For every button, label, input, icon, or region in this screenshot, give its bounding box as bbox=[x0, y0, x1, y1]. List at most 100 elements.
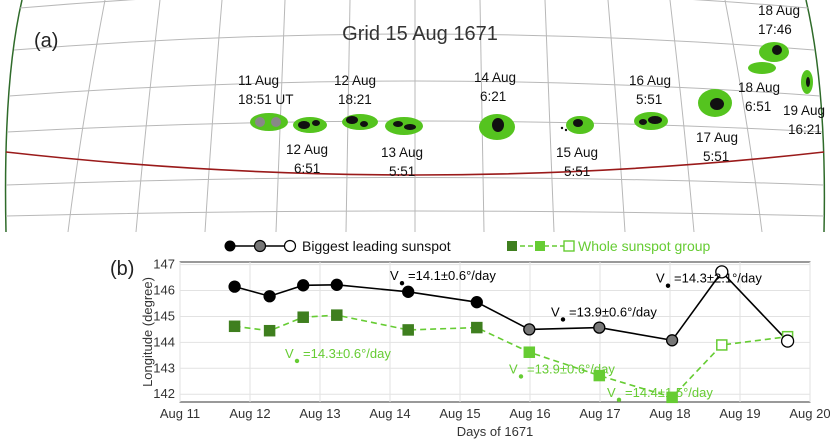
label-time: 5:51 bbox=[636, 92, 662, 107]
data-point-group bbox=[263, 324, 276, 337]
y-axis-label: Longitude (degree) bbox=[140, 277, 155, 387]
label-date: 19 Aug bbox=[783, 103, 825, 118]
data-point-group bbox=[402, 324, 414, 336]
y-tick-label: 147 bbox=[153, 257, 175, 272]
tick-layer: Aug 11 Aug 12 Aug 13 Aug 14 Aug 15 Aug 16 Aug … bbox=[153, 257, 830, 421]
panel-a-title: Grid 15 Aug 1671 bbox=[342, 23, 498, 45]
velocity-value: =13.9±0.6°/day bbox=[527, 361, 615, 376]
label-date: 16 Aug bbox=[629, 73, 671, 88]
sunspot-drawing-18aug-a bbox=[759, 42, 789, 62]
velocity-marker bbox=[294, 358, 300, 364]
label-date: 18 Aug bbox=[738, 80, 780, 95]
label-time: 6:51 bbox=[745, 99, 771, 114]
velocity-marker bbox=[665, 283, 671, 288]
sunspot-drawing-12aug-b bbox=[342, 114, 378, 130]
panel-a-label: (a) bbox=[34, 30, 58, 52]
velocity-marker bbox=[616, 397, 622, 403]
velocity-annotation: V =13.9±0.6°/day bbox=[509, 361, 615, 379]
legend-marker bbox=[563, 240, 575, 252]
label-time: 5:51 bbox=[564, 164, 590, 179]
sunspot-drawing-13aug bbox=[385, 117, 423, 135]
data-point-leading bbox=[780, 334, 795, 348]
legend-marker bbox=[507, 241, 517, 251]
label-date: 18 Aug bbox=[758, 3, 800, 18]
legend-leading-label: Biggest leading sunspot bbox=[302, 238, 451, 254]
data-point-group bbox=[593, 369, 606, 382]
velocity-symbol: V bbox=[656, 271, 665, 286]
x-tick-label: Aug 14 bbox=[369, 406, 410, 421]
velocity-marker bbox=[399, 280, 405, 286]
x-tick-label: Aug 16 bbox=[509, 406, 550, 421]
x-tick-label: Aug 20 bbox=[789, 406, 830, 421]
chart-legend: Biggest leading sunspot Whole sunspot gr… bbox=[224, 238, 711, 254]
panel-b-label: (b) bbox=[110, 258, 134, 280]
label-time: 18:51 UT bbox=[238, 92, 294, 107]
velocity-annotation: V =14.4±1.5°/day bbox=[607, 385, 713, 403]
legend-marker bbox=[253, 239, 267, 253]
data-point-group bbox=[471, 321, 483, 334]
data-point-leading bbox=[297, 279, 310, 292]
data-point-group bbox=[716, 339, 728, 351]
sunspot-drawing-11aug bbox=[250, 113, 288, 131]
solar-drawing-panel: (a) Grid 15 Aug 1671 bbox=[4, 0, 826, 232]
velocity-symbol: V bbox=[607, 385, 616, 400]
legend-group-label: Whole sunspot group bbox=[578, 238, 711, 254]
label-date: 13 Aug bbox=[381, 145, 423, 160]
label-date: 14 Aug bbox=[474, 70, 516, 85]
annotation-layer: V =14.1±0.6°/day V =14.3±2.1°/day V =13.9±0.6… bbox=[285, 268, 762, 403]
velocity-annotation: V =14.3±0.6°/day bbox=[285, 346, 391, 364]
x-tick-label: Aug 12 bbox=[229, 406, 270, 421]
label-date: 15 Aug bbox=[556, 145, 598, 160]
data-point-group bbox=[523, 346, 536, 358]
velocity-symbol: V bbox=[285, 346, 294, 361]
velocity-value: =13.9±0.6°/day bbox=[569, 304, 657, 319]
legend-marker bbox=[535, 241, 545, 251]
label-time: 18:21 bbox=[338, 92, 372, 107]
data-point-group bbox=[228, 320, 241, 333]
data-point-group bbox=[297, 311, 309, 323]
data-point-group bbox=[666, 391, 678, 404]
velocity-value: =14.3±2.1°/day bbox=[674, 271, 762, 286]
x-tick-label: Aug 19 bbox=[719, 406, 760, 421]
label-time: 5:51 bbox=[703, 149, 729, 164]
solar-limb-right bbox=[805, 0, 826, 232]
x-tick-label: Aug 11 bbox=[160, 406, 200, 421]
data-point-leading bbox=[228, 280, 241, 293]
x-tick-label: Aug 13 bbox=[299, 406, 340, 421]
label-date: 17 Aug bbox=[696, 130, 738, 145]
label-date: 12 Aug bbox=[286, 142, 328, 157]
velocity-symbol: V bbox=[551, 304, 560, 319]
x-tick-label: Aug 15 bbox=[439, 406, 480, 421]
label-date: 11 Aug bbox=[238, 73, 279, 88]
label-time: 6:21 bbox=[480, 89, 506, 104]
data-point-leading bbox=[470, 296, 483, 309]
data-point-leading bbox=[715, 265, 729, 279]
legend-marker bbox=[283, 239, 297, 253]
y-tick-label: 144 bbox=[153, 334, 175, 349]
label-time: 6:51 bbox=[294, 161, 320, 176]
legend-marker bbox=[224, 240, 236, 252]
label-time: 16:21 bbox=[788, 122, 822, 137]
velocity-annotation: V =14.3±2.1°/day bbox=[656, 271, 762, 288]
x-tick-label: Aug 18 bbox=[649, 406, 690, 421]
solar-limb bbox=[4, 0, 23, 232]
sunspot-drawing-17aug bbox=[698, 89, 732, 117]
sunspot-drawing-16aug bbox=[634, 112, 668, 130]
longitude-grid bbox=[67, 0, 763, 232]
sunspot-drawing-19aug bbox=[801, 70, 813, 94]
velocity-annotation: V =14.1±0.6°/day bbox=[390, 268, 496, 286]
y-tick-label: 143 bbox=[153, 360, 175, 375]
y-tick-label: 145 bbox=[153, 308, 175, 323]
data-point-leading bbox=[523, 323, 536, 336]
x-tick-label: Aug 17 bbox=[579, 406, 620, 421]
equator-line bbox=[5, 151, 825, 176]
label-time: 17:46 bbox=[758, 22, 792, 37]
series-layer bbox=[228, 265, 795, 404]
velocity-value: =14.4±1.5°/day bbox=[625, 385, 713, 400]
y-tick-label: 142 bbox=[153, 386, 175, 401]
x-axis-label: Days of 1671 bbox=[457, 424, 534, 439]
velocity-symbol: V bbox=[390, 268, 399, 283]
velocity-marker bbox=[518, 374, 524, 379]
drawing-labels: 11 Aug 18:51 UT 12 Aug 6:51 12 Aug 18:21… bbox=[238, 3, 825, 179]
y-tick-label: 146 bbox=[153, 283, 175, 298]
